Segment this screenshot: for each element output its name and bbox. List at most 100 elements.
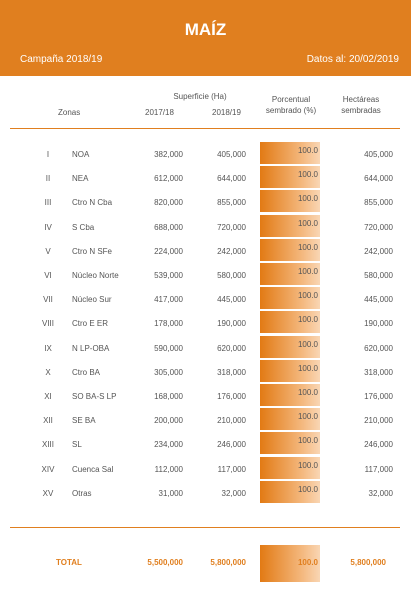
percent: 100.0: [297, 339, 318, 349]
zone-name: Cuenca Sal: [72, 464, 114, 474]
zone-number: XI: [44, 392, 52, 401]
percent-box: [260, 545, 320, 582]
hectares: 405,000: [364, 150, 393, 159]
column-header: Hectáreas sembradas: [341, 95, 381, 115]
percent: 100.0: [297, 242, 318, 252]
hectares: 855,000: [364, 198, 393, 208]
area-2017: 178,000: [154, 319, 183, 329]
zone-name: N LP-OBA: [72, 343, 110, 353]
area-2017: 234,000: [154, 440, 183, 450]
area-2018: 445,000: [217, 295, 246, 305]
area-2017: 539,000: [154, 271, 183, 280]
zone-name: Ctro N SFe: [72, 246, 113, 256]
total-percent: 100.0: [297, 558, 318, 567]
hectares: 176,000: [364, 392, 393, 401]
area-2017: 168,000: [154, 392, 183, 401]
column-header: 2017/18: [145, 108, 174, 117]
percent-box: [260, 480, 320, 503]
hectares: 580,000: [364, 271, 393, 280]
area-2017: 224,000: [154, 246, 183, 256]
column-header: Zonas: [58, 108, 81, 117]
percent: 100.0: [297, 315, 318, 325]
area-2017: 382,000: [154, 150, 183, 159]
percent-box: [260, 142, 320, 164]
zone-name: S Cba: [72, 222, 95, 232]
zone-number: VII: [43, 295, 53, 305]
area-2018: 210,000: [217, 416, 246, 426]
zone-number: XV: [42, 488, 54, 498]
zone-name: Núcleo Norte: [72, 271, 119, 280]
hectares: 720,000: [364, 222, 393, 232]
zone-name: NEA: [72, 174, 89, 184]
area-2017: 200,000: [154, 416, 183, 426]
percent-box: [260, 456, 320, 479]
percent-box: [260, 214, 320, 237]
area-2017: 590,000: [154, 343, 183, 353]
zone-name: NOA: [72, 150, 90, 159]
area-2017: 612,000: [154, 174, 183, 184]
zone-number: III: [44, 198, 52, 208]
zone-name: Ctro E ER: [72, 319, 109, 329]
zone-name: Ctro N Cba: [72, 198, 113, 208]
zone-number: XIII: [41, 440, 54, 450]
area-2017: 31,000: [158, 488, 183, 498]
percent: 100.0: [297, 267, 318, 276]
area-2018: 176,000: [217, 392, 246, 401]
percent-box: [260, 384, 320, 406]
percent: 100.0: [297, 436, 318, 446]
zone-number: X: [45, 367, 51, 377]
total-hectares: 5,800,000: [350, 558, 386, 567]
hectares: 210,000: [364, 416, 393, 426]
total-label: TOTAL: [56, 558, 82, 567]
hectares: 246,000: [364, 440, 393, 450]
area-2017: 820,000: [154, 198, 183, 208]
area-2018: 644,000: [217, 174, 246, 184]
total-2018: 5,800,000: [210, 558, 246, 567]
area-2017: 688,000: [154, 222, 183, 232]
area-2018: 190,000: [217, 319, 246, 329]
percent-box: [260, 335, 320, 358]
area-2018: 620,000: [217, 343, 246, 353]
column-header: Porcentual sembrado (%): [265, 95, 317, 115]
percent-box: [260, 311, 320, 334]
rule: [10, 527, 400, 528]
area-2018: 855,000: [217, 198, 246, 208]
area-2018: 246,000: [217, 440, 246, 450]
zone-number: V: [45, 246, 51, 256]
area-2017: 417,000: [154, 295, 183, 305]
percent: 100.0: [297, 170, 318, 180]
area-2018: 580,000: [217, 271, 246, 280]
percent-box: [260, 166, 320, 189]
percent-box: [260, 432, 320, 455]
area-2018: 242,000: [217, 246, 246, 256]
percent-box: [260, 408, 320, 431]
hectares: 242,000: [364, 246, 393, 256]
percent: 100.0: [297, 363, 318, 373]
hectares: 318,000: [364, 367, 393, 377]
percent-box: [260, 263, 320, 285]
total-2017: 5,500,000: [147, 558, 183, 567]
percent-box: [260, 287, 320, 310]
hectares: 117,000: [364, 464, 393, 474]
rule: [10, 128, 400, 129]
percent: 100.0: [297, 484, 318, 494]
zone-number: XII: [43, 416, 53, 426]
campaign: Campaña 2018/19: [20, 54, 103, 65]
zone-number: VI: [44, 271, 52, 280]
zone-number: I: [46, 150, 50, 159]
column-header: 2018/19: [212, 108, 241, 117]
percent-box: [260, 359, 320, 382]
group-header: Superficie (Ha): [173, 92, 227, 101]
zone-name: SE BA: [72, 416, 96, 426]
percent: 100.0: [297, 194, 318, 204]
zone-name: SL: [72, 440, 82, 450]
hectares: 32,000: [368, 488, 393, 498]
percent: 100.0: [297, 388, 318, 397]
date: Datos al: 20/02/2019: [306, 54, 399, 65]
zone-number: VIII: [41, 319, 54, 329]
zone-number: IV: [44, 222, 52, 232]
area-2018: 405,000: [217, 150, 246, 159]
area-2018: 720,000: [217, 222, 246, 232]
percent-box: [260, 190, 320, 213]
